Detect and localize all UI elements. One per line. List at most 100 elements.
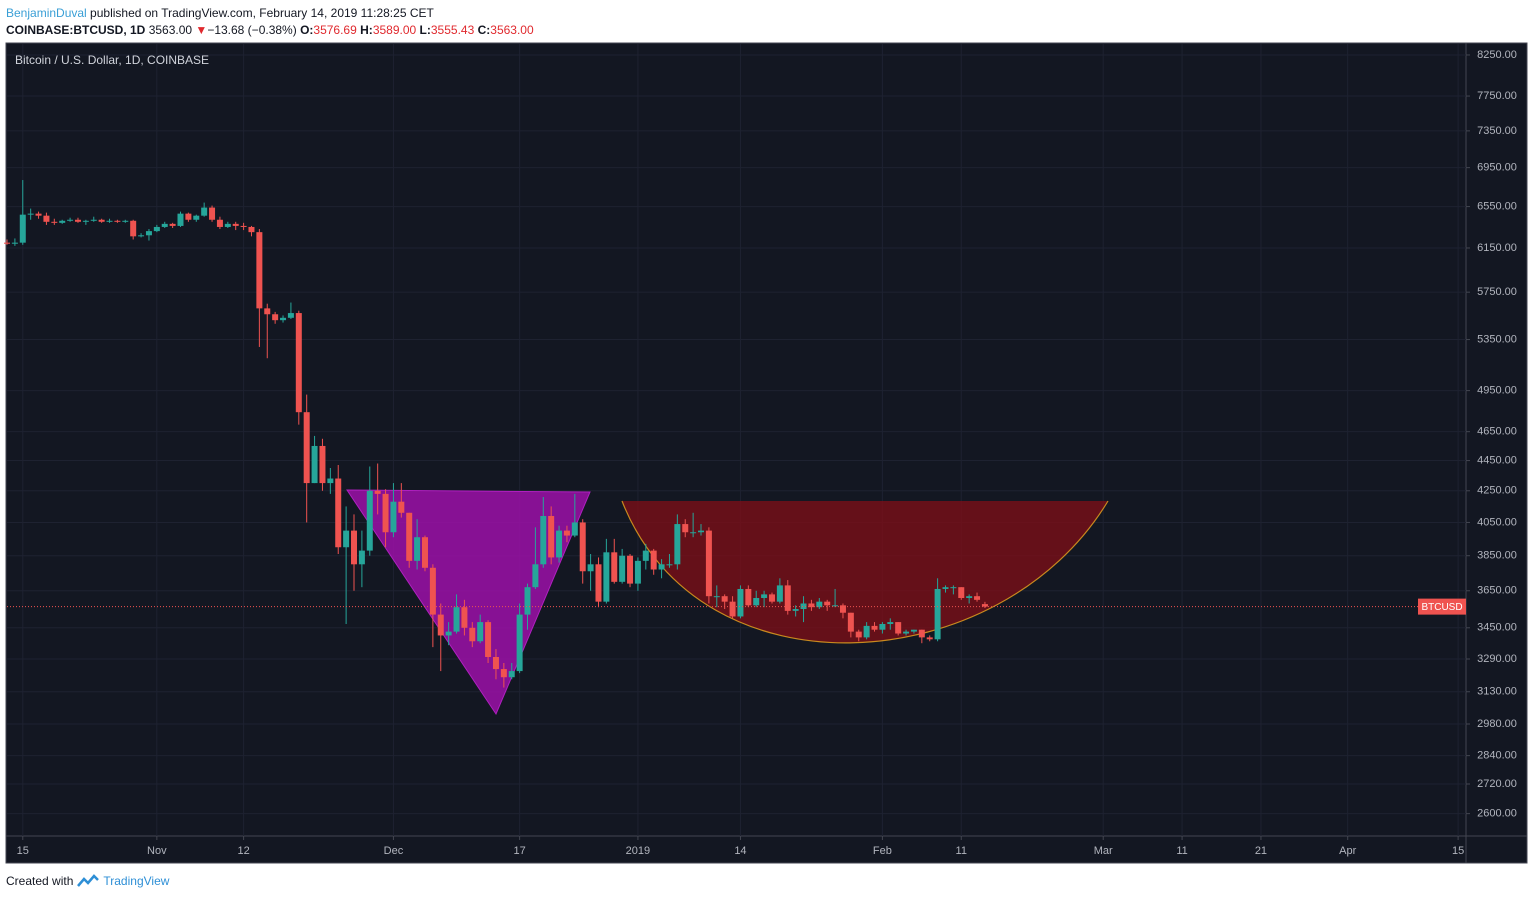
x-tick-label: Feb [873,845,892,857]
ohlc-key: C: [477,23,491,37]
candle-body [855,631,862,638]
candle-body [690,532,697,534]
candle-body [67,219,74,221]
candle-body [918,629,925,638]
candle-body [579,522,586,572]
price: 3563.00 [148,23,193,37]
footer-brand[interactable]: TradingView [103,874,170,888]
candle-body [926,637,933,640]
y-tick-label: 6950.00 [1477,162,1517,174]
candle-body [406,512,413,561]
x-tick-label: 15 [1452,845,1464,857]
y-tick-label: 5350.00 [1477,333,1517,345]
candle-body [879,623,886,630]
candle-body [627,555,634,584]
candle-body [138,235,145,237]
candle-body [887,622,894,624]
candle-body [453,607,460,632]
ohlc-close: C:3563.00 [478,23,534,37]
candle-body [477,622,484,642]
ohlc-value: 3555.43 [430,23,475,37]
chart-background [5,42,1528,864]
candle-body [832,605,839,607]
candle-body [650,550,657,570]
grid [7,44,1466,836]
candle-body [808,603,815,608]
candle-body [74,219,81,222]
candle-body [895,622,902,634]
candle-body [122,220,129,222]
candle-body [461,607,468,628]
chart-title: Bitcoin / U.S. Dollar, 1D, COINBASE [15,53,209,67]
candle-body [114,220,121,222]
candle-body [634,560,641,584]
candle-body [981,604,988,607]
y-tick-label: 7350.00 [1477,125,1517,137]
candle-body [753,598,760,606]
ohlc-value: 3563.00 [490,23,534,37]
x-tick-label: 2019 [626,845,650,857]
candle-body [571,522,578,536]
candle-body [437,614,444,636]
y-tick-label: 2840.00 [1477,750,1517,762]
candle-body [256,232,263,309]
x-tick-label: 15 [17,845,29,857]
candle-body [508,671,515,678]
ohlc-value: 3576.69 [313,23,357,37]
y-tick-label: 6150.00 [1477,242,1517,254]
ohlc-key: H: [360,23,373,37]
candle-body [169,223,176,226]
candle-body [666,564,673,566]
candle-body [130,220,137,237]
ohlc-value: 3589.00 [372,23,417,37]
candle-body [863,625,870,638]
y-tick-label: 4450.00 [1477,454,1517,466]
candle-body [429,567,436,615]
header-line-1: BenjaminDuval published on TradingView.c… [6,5,534,22]
candle-body [382,493,389,533]
y-tick-label: 7750.00 [1477,90,1517,102]
candle-body [295,313,302,413]
author: BenjaminDuval [6,6,87,20]
candle-body [705,530,712,597]
candle-body [11,242,18,244]
candle-body [595,564,602,602]
x-tick-label: 14 [734,845,746,857]
overlay: 8250.00 7750.00 7350.00 6950.00 6550.00 6150.… [7,49,1517,857]
cup-drawing [622,501,1108,643]
candle-body [587,564,594,572]
candle-body [280,317,287,321]
ohlc-open: O:3576.69 [300,23,357,37]
candle-body [414,537,421,561]
x-tick-label: Apr [1339,845,1356,857]
candle-body [966,596,973,599]
x-tick-label: 17 [513,845,525,857]
y-tick-label: 2720.00 [1477,778,1517,790]
price-label-box [1418,598,1466,615]
candle-body [619,555,626,582]
candle-body [153,226,160,232]
candle-body [682,524,689,533]
candle-body [737,588,744,617]
candle-body [942,587,949,589]
ohlc-key: O: [300,23,314,37]
candle-body [366,490,373,551]
candle-body [445,631,452,636]
candles [4,180,988,688]
y-tick-label: 4650.00 [1477,426,1517,438]
candle-body [816,601,823,608]
ohlc-low: L:3555.43 [420,23,475,37]
candle-body [351,530,358,565]
candle-body [540,515,547,565]
candle-body [248,226,255,233]
candle-body [485,622,492,657]
candle-body [871,625,878,630]
y-tick-label: 3290.00 [1477,653,1517,665]
candle-body [721,596,728,602]
candle-body [729,601,736,617]
candle-body [698,530,705,533]
candle-body [950,587,957,589]
candle-body [532,564,539,588]
candle-body [193,215,200,220]
candle-body [398,501,405,513]
